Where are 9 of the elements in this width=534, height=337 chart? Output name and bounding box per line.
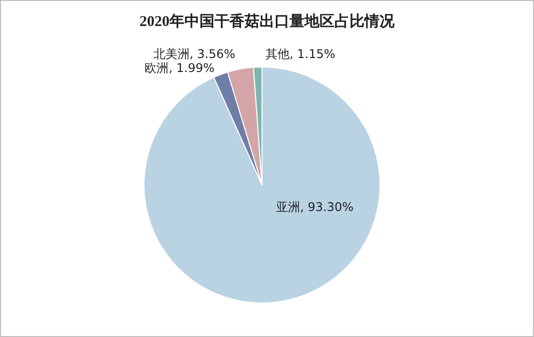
- data-label: , 93.30%: [300, 200, 354, 214]
- data-label: , 1.99%: [168, 60, 214, 75]
- slice-label: 欧洲: [144, 60, 169, 75]
- data-label: , 1.15%: [290, 47, 336, 62]
- chart-title: 2020年中国干香菇出口量地区占比情况: [140, 13, 396, 30]
- data-label: , 3.56%: [190, 47, 236, 62]
- slice-label: 亚洲: [276, 200, 300, 214]
- slice-label: 其他: [266, 47, 290, 62]
- slice-label: 北美洲: [154, 47, 190, 62]
